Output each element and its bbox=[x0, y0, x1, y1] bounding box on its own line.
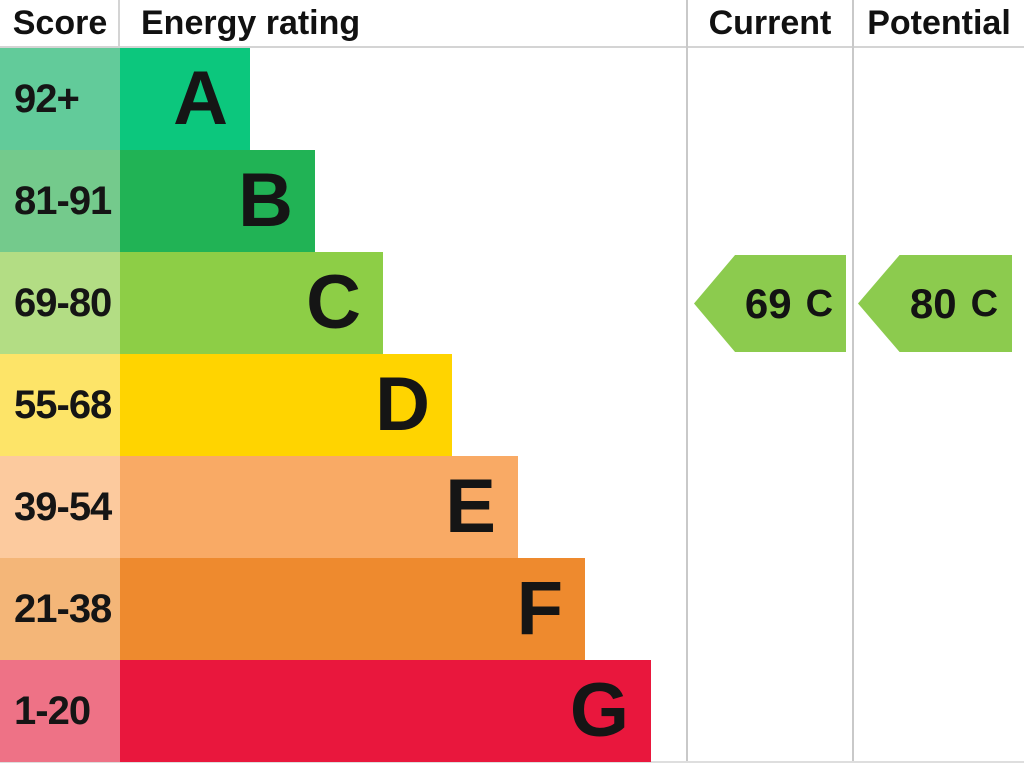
score-band-cell: 21-38 bbox=[0, 558, 120, 660]
rating-row: 39-54 E bbox=[0, 456, 686, 558]
potential-column-divider bbox=[852, 0, 854, 762]
rating-row: 69-80 C bbox=[0, 252, 686, 354]
score-range-label: 21-38 bbox=[14, 586, 112, 631]
score-band-cell: 81-91 bbox=[0, 150, 120, 252]
rating-letter: G bbox=[569, 668, 629, 753]
current-rating-letter: C bbox=[805, 282, 834, 325]
score-range-label: 39-54 bbox=[14, 484, 112, 529]
score-column-header: Score bbox=[12, 4, 108, 42]
score-range-label: 1-20 bbox=[14, 688, 91, 733]
score-band-cell: 69-80 bbox=[0, 252, 120, 354]
potential-rating-arrow: 80 C bbox=[858, 255, 1012, 352]
rating-row: 21-38 F bbox=[0, 558, 686, 660]
header-column-divider bbox=[118, 0, 120, 46]
score-range-label: 55-68 bbox=[14, 382, 112, 427]
score-band-cell: 55-68 bbox=[0, 354, 120, 456]
rating-bar: E bbox=[120, 456, 518, 558]
potential-column-header: Potential bbox=[867, 4, 1011, 42]
rating-letter: A bbox=[173, 56, 228, 141]
chart-bottom-border bbox=[0, 761, 1024, 763]
rating-row: 92+ A bbox=[0, 48, 686, 150]
rating-bar: F bbox=[120, 558, 585, 660]
current-score-value: 69 bbox=[744, 279, 792, 327]
rating-letter: C bbox=[306, 260, 361, 345]
rating-bar: C bbox=[120, 252, 383, 354]
rating-bar: B bbox=[120, 150, 315, 252]
score-band-cell: 1-20 bbox=[0, 660, 120, 762]
header-underline bbox=[0, 46, 1024, 48]
rating-row: 55-68 D bbox=[0, 354, 686, 456]
score-range-label: 92+ bbox=[14, 76, 80, 121]
rating-letter: B bbox=[238, 158, 293, 243]
rating-letter: F bbox=[516, 566, 563, 651]
current-column-divider bbox=[686, 0, 688, 762]
rating-rows: 92+ A 81-91 B 69-80 C 55-68 D 39-54 bbox=[0, 48, 686, 762]
rating-row: 1-20 G bbox=[0, 660, 686, 762]
score-range-label: 69-80 bbox=[14, 280, 112, 325]
current-column-header: Current bbox=[708, 4, 832, 42]
rating-bar: A bbox=[120, 48, 250, 150]
rating-letter: E bbox=[445, 464, 496, 549]
score-range-label: 81-91 bbox=[14, 178, 112, 223]
current-rating-arrow: 69 C bbox=[694, 255, 846, 352]
score-band-cell: 92+ bbox=[0, 48, 120, 150]
rating-row: 81-91 B bbox=[0, 150, 686, 252]
potential-score-value: 80 bbox=[909, 279, 957, 327]
rating-letter: D bbox=[375, 362, 430, 447]
potential-rating-letter: C bbox=[970, 282, 999, 325]
rating-bar: G bbox=[120, 660, 651, 762]
rating-bar: D bbox=[120, 354, 452, 456]
score-band-cell: 39-54 bbox=[0, 456, 120, 558]
energy-rating-column-header: Energy rating bbox=[141, 4, 361, 42]
